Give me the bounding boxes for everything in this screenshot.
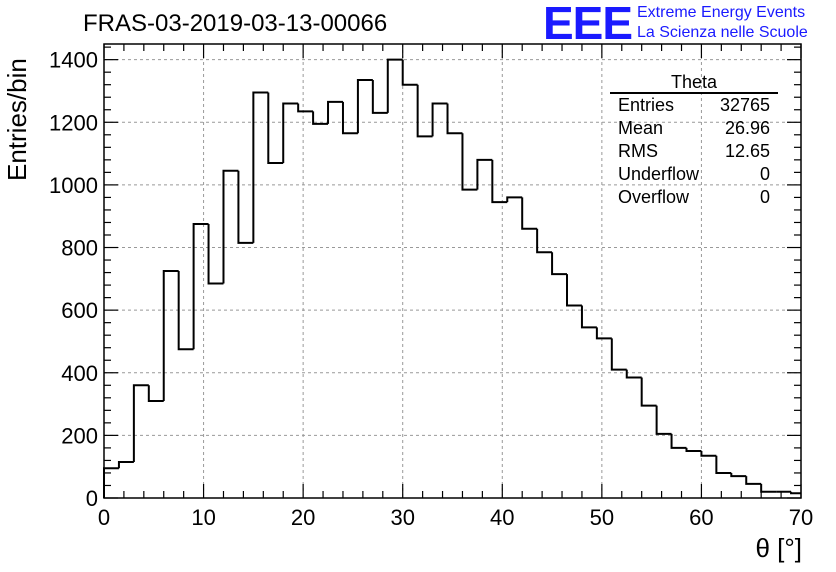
y-tick-label: 200	[61, 423, 98, 448]
histogram-bin	[446, 103, 463, 135]
x-tick-label: 10	[191, 505, 215, 530]
stats-box: Theta Entries 32765 Mean 26.96 RMS 12.65…	[610, 72, 778, 209]
histogram-bin	[132, 384, 149, 462]
histogram-bin	[595, 327, 612, 340]
y-tick-label: 1000	[49, 173, 98, 198]
stats-row-underflow: Underflow 0	[610, 163, 778, 186]
histogram-bin	[700, 451, 717, 457]
histogram-bin	[237, 170, 254, 244]
y-tick-label: 1200	[49, 110, 98, 135]
histogram-bin	[536, 228, 553, 254]
histogram-bin	[580, 305, 597, 329]
chart-title: FRAS-03-2019-03-13-00066	[83, 10, 388, 37]
y-tick-label: 1400	[49, 48, 98, 73]
histogram-bin	[207, 224, 224, 285]
x-tick-label: 30	[390, 505, 414, 530]
stats-value: 0	[759, 187, 770, 207]
stats-row-entries: Entries 32765	[610, 94, 778, 117]
logo-line-2: La Scienza nelle Scuole	[637, 24, 808, 41]
histogram-bin	[267, 92, 284, 164]
histogram-bin	[341, 101, 358, 135]
histogram-bin	[745, 476, 762, 485]
histogram-bin	[506, 196, 523, 203]
stats-label: RMS	[618, 141, 658, 161]
stats-label: Underflow	[618, 164, 700, 184]
histogram-bin	[476, 158, 493, 190]
histogram-bin	[252, 91, 269, 243]
histogram-bin	[566, 274, 582, 307]
histogram-bin	[177, 271, 194, 351]
histogram-bin	[461, 133, 478, 191]
histogram-bin	[282, 102, 299, 163]
histogram-bin	[192, 223, 209, 350]
histogram-bin	[551, 252, 568, 276]
histogram-bin	[521, 197, 538, 230]
histogram-bin	[431, 102, 448, 137]
histogram-bin	[715, 455, 732, 474]
x-tick-label: 50	[590, 505, 614, 530]
histogram-bin	[356, 79, 373, 134]
histogram-bin	[685, 447, 702, 453]
stats-row-overflow: Overflow 0	[610, 186, 778, 209]
histogram-bin	[670, 433, 687, 449]
stats-title: Theta	[610, 72, 778, 94]
histogram-bin	[491, 159, 508, 204]
histogram-bin	[416, 84, 433, 138]
x-tick-label: 0	[98, 505, 110, 530]
stats-value: 12.65	[724, 141, 770, 161]
histogram-bin	[386, 58, 403, 113]
y-tick-label: 0	[86, 486, 98, 511]
x-tick-label: 20	[291, 505, 315, 530]
y-tick-label: 400	[61, 361, 98, 386]
y-tick-label: 600	[61, 298, 98, 323]
histogram-bin	[312, 111, 329, 125]
histogram-bin	[327, 100, 343, 124]
stats-label: Mean	[618, 118, 664, 138]
histogram-bin	[401, 59, 418, 86]
histogram-bin	[625, 369, 642, 379]
histogram-bin	[640, 377, 657, 407]
stats-label: Entries	[618, 95, 675, 115]
stats-value: 32765	[719, 95, 770, 115]
stats-row-mean: Mean 26.96	[610, 117, 778, 140]
histogram-bin	[222, 169, 239, 284]
histogram-bin	[610, 338, 627, 371]
histogram-bin	[730, 472, 747, 478]
plot-frame	[103, 43, 802, 499]
stats-value: 26.96	[724, 118, 770, 138]
histogram-bin	[162, 270, 179, 401]
histogram-bin	[297, 103, 314, 113]
histogram-bin	[760, 483, 777, 493]
stats-row-rms: RMS 12.65	[610, 140, 778, 163]
y-tick-label: 800	[61, 236, 98, 261]
x-axis-label: θ [°]	[755, 533, 802, 563]
histogram-bin	[655, 405, 672, 435]
histogram-bin	[117, 460, 134, 469]
stats-value: 0	[759, 164, 770, 184]
histogram-bin	[790, 491, 801, 495]
stats-label: Overflow	[618, 187, 690, 207]
x-tick-label: 40	[490, 505, 514, 530]
eee-logo: EEE	[543, 0, 633, 49]
x-tick-label: 60	[689, 505, 713, 530]
logo-line-1: Extreme Energy Events	[637, 4, 806, 21]
y-axis-label: Entries/bin	[2, 58, 32, 181]
x-tick-label: 70	[789, 505, 813, 530]
histogram-bin	[147, 385, 164, 402]
histogram-bin	[371, 80, 388, 114]
